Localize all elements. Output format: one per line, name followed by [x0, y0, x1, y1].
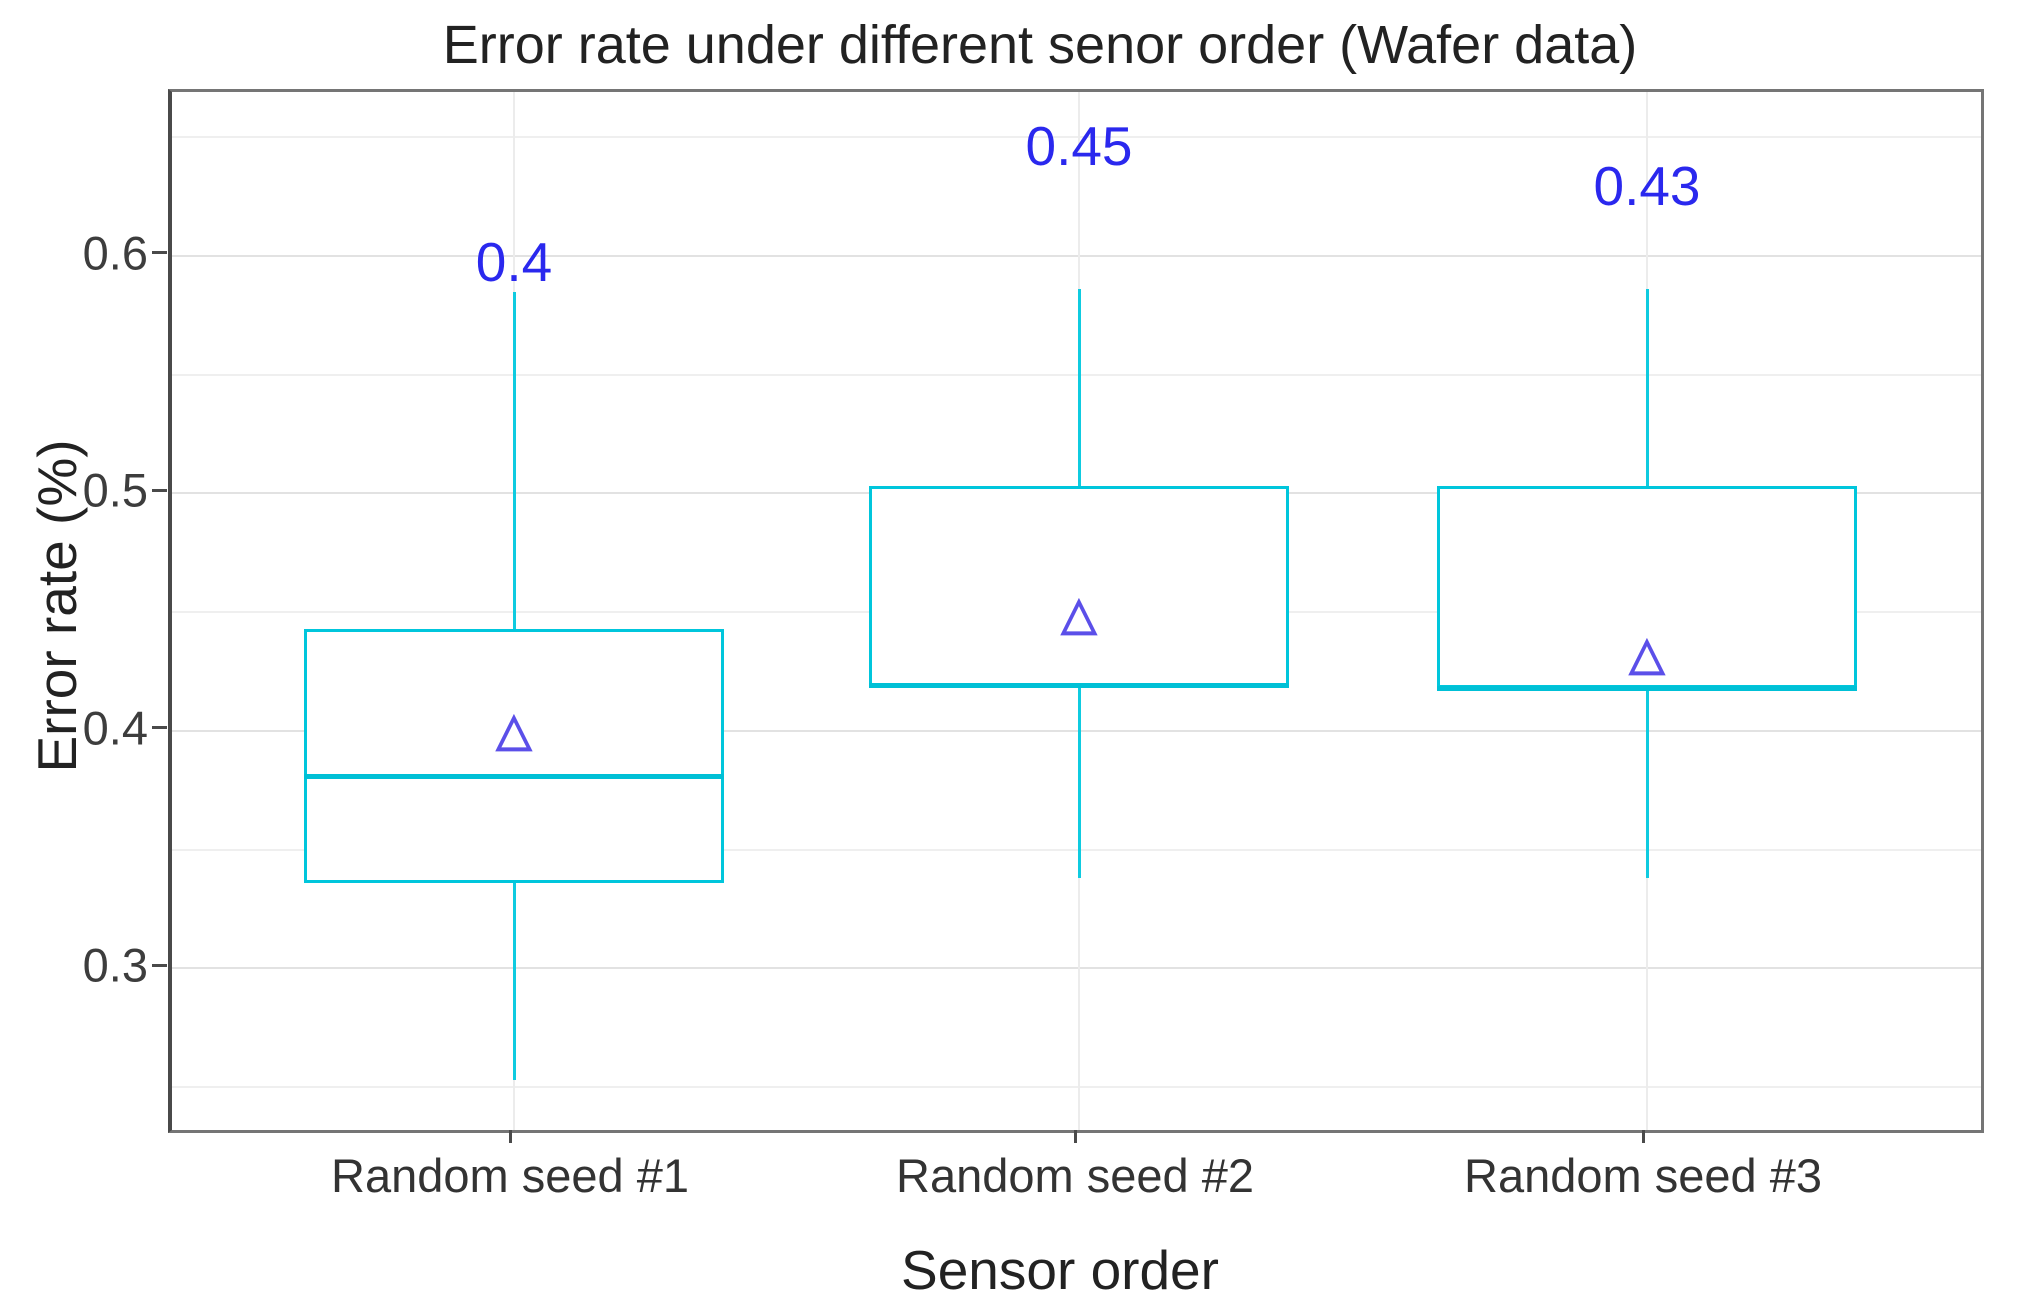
whisker-lower-1: [512, 882, 516, 1081]
whisker-upper-1: [512, 291, 516, 629]
mean-value-label-2: 0.45: [1025, 114, 1133, 177]
x-tick-mark: [1073, 1130, 1077, 1143]
x-tick-label-1: Random seed #1: [331, 1149, 689, 1202]
gridline-minor: [172, 136, 1981, 139]
median-line-2: [869, 683, 1289, 689]
mean-marker-3: △: [1629, 627, 1665, 680]
x-tick-label-2: Random seed #2: [896, 1149, 1254, 1202]
gridline-minor: [172, 848, 1981, 851]
x-axis-title: Sensor order: [901, 1239, 1219, 1301]
chart-title: Error rate under different senor order (…: [442, 15, 1638, 75]
plot-panel: △ 0.4 △ 0.45 △ 0.43: [168, 89, 1984, 1133]
y-tick-mark: [152, 488, 167, 492]
gridline-major: [172, 967, 1981, 970]
whisker-upper-2: [1077, 289, 1081, 487]
gridline-major: [172, 729, 1981, 732]
y-tick-label: 0.4: [82, 701, 148, 755]
y-tick-label: 0.3: [82, 938, 148, 992]
whisker-lower-2: [1077, 685, 1081, 879]
x-tick-label-3: Random seed #3: [1464, 1149, 1822, 1202]
y-tick-mark: [152, 963, 167, 967]
x-tick-mark: [1641, 1130, 1645, 1143]
whisker-upper-3: [1645, 289, 1649, 487]
gridline-minor: [172, 1086, 1981, 1089]
gridline-minor: [172, 373, 1981, 376]
median-line-1: [304, 773, 724, 779]
mean-marker-2: △: [1061, 586, 1097, 639]
y-tick-label: 0.6: [82, 226, 148, 280]
y-tick-label: 0.5: [82, 463, 148, 517]
mean-value-label-1: 0.4: [475, 230, 553, 293]
y-axis-title: Error rate (%): [26, 439, 88, 773]
mean-marker-1: △: [496, 703, 532, 756]
whisker-lower-3: [1645, 688, 1649, 879]
boxplot-box-1: [304, 628, 724, 883]
median-line-3: [1437, 685, 1857, 691]
boxplot-box-2: [869, 486, 1289, 686]
mean-value-label-3: 0.43: [1593, 154, 1701, 217]
y-tick-mark: [152, 726, 167, 730]
y-tick-mark: [152, 251, 167, 255]
gridline-major: [172, 254, 1981, 257]
x-tick-mark: [508, 1130, 512, 1143]
boxplot-box-3: [1437, 486, 1857, 689]
